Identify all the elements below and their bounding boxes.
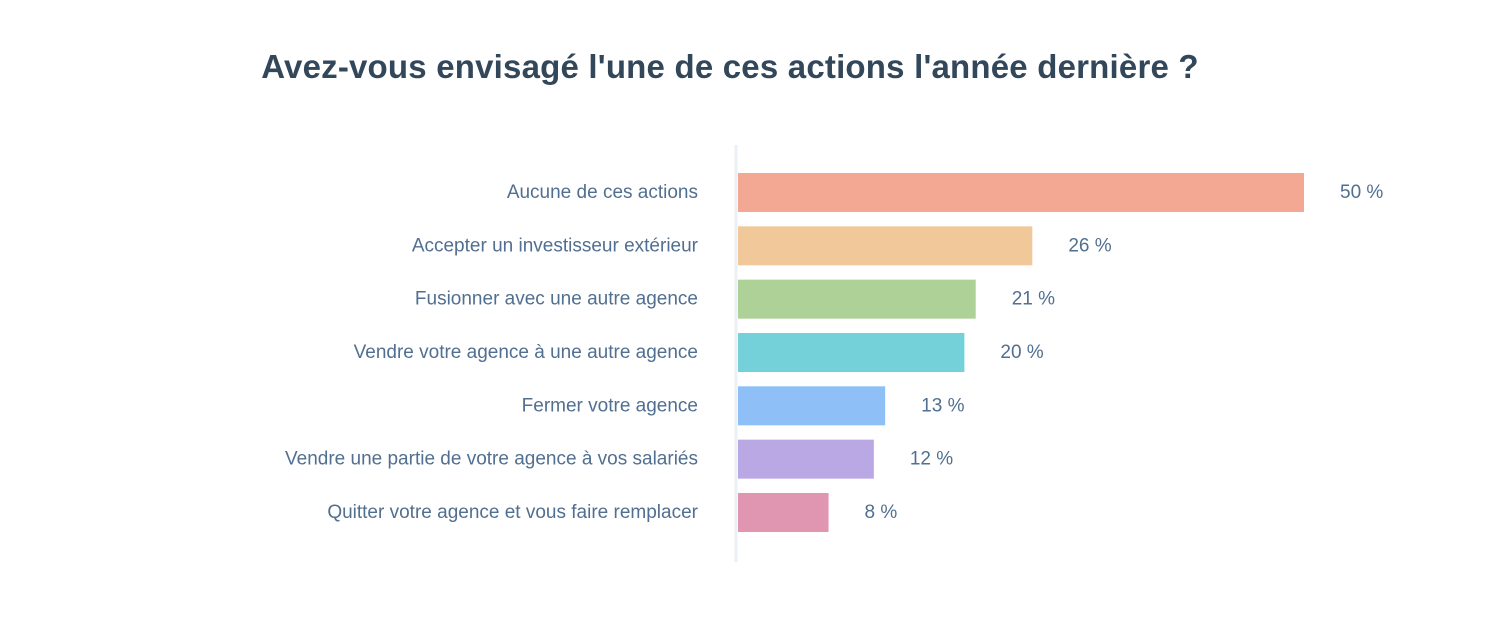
bar (738, 173, 1304, 212)
value-label: 13 % (921, 395, 964, 416)
bars-group: Aucune de ces actions 50 % Accepter un inv… (285, 173, 1383, 532)
bar (738, 279, 976, 319)
category-label: Quitter votre agence et vous faire rempl… (327, 502, 698, 523)
category-label: Accepter un investisseur extérieur (412, 235, 699, 256)
category-label: Fermer votre agence (522, 395, 698, 416)
bar (738, 439, 874, 479)
value-label: 26 % (1068, 235, 1111, 256)
category-label: Vendre votre agence à une autre agence (354, 342, 698, 363)
value-label: 8 % (865, 502, 898, 523)
bar (738, 386, 886, 426)
value-label: 50 % (1340, 182, 1383, 203)
value-label: 12 % (910, 449, 953, 470)
bar (738, 226, 1033, 266)
category-label: Vendre une partie de votre agence à vos … (285, 449, 698, 470)
value-label: 20 % (1000, 342, 1043, 363)
category-label: Fusionner avec une autre agence (415, 289, 698, 310)
bar (738, 332, 965, 372)
chart-title: Avez-vous envisagé l'une de ces actions … (261, 48, 1199, 85)
value-label: 21 % (1012, 289, 1055, 310)
category-label: Aucune de ces actions (507, 182, 698, 203)
bar (738, 492, 829, 532)
